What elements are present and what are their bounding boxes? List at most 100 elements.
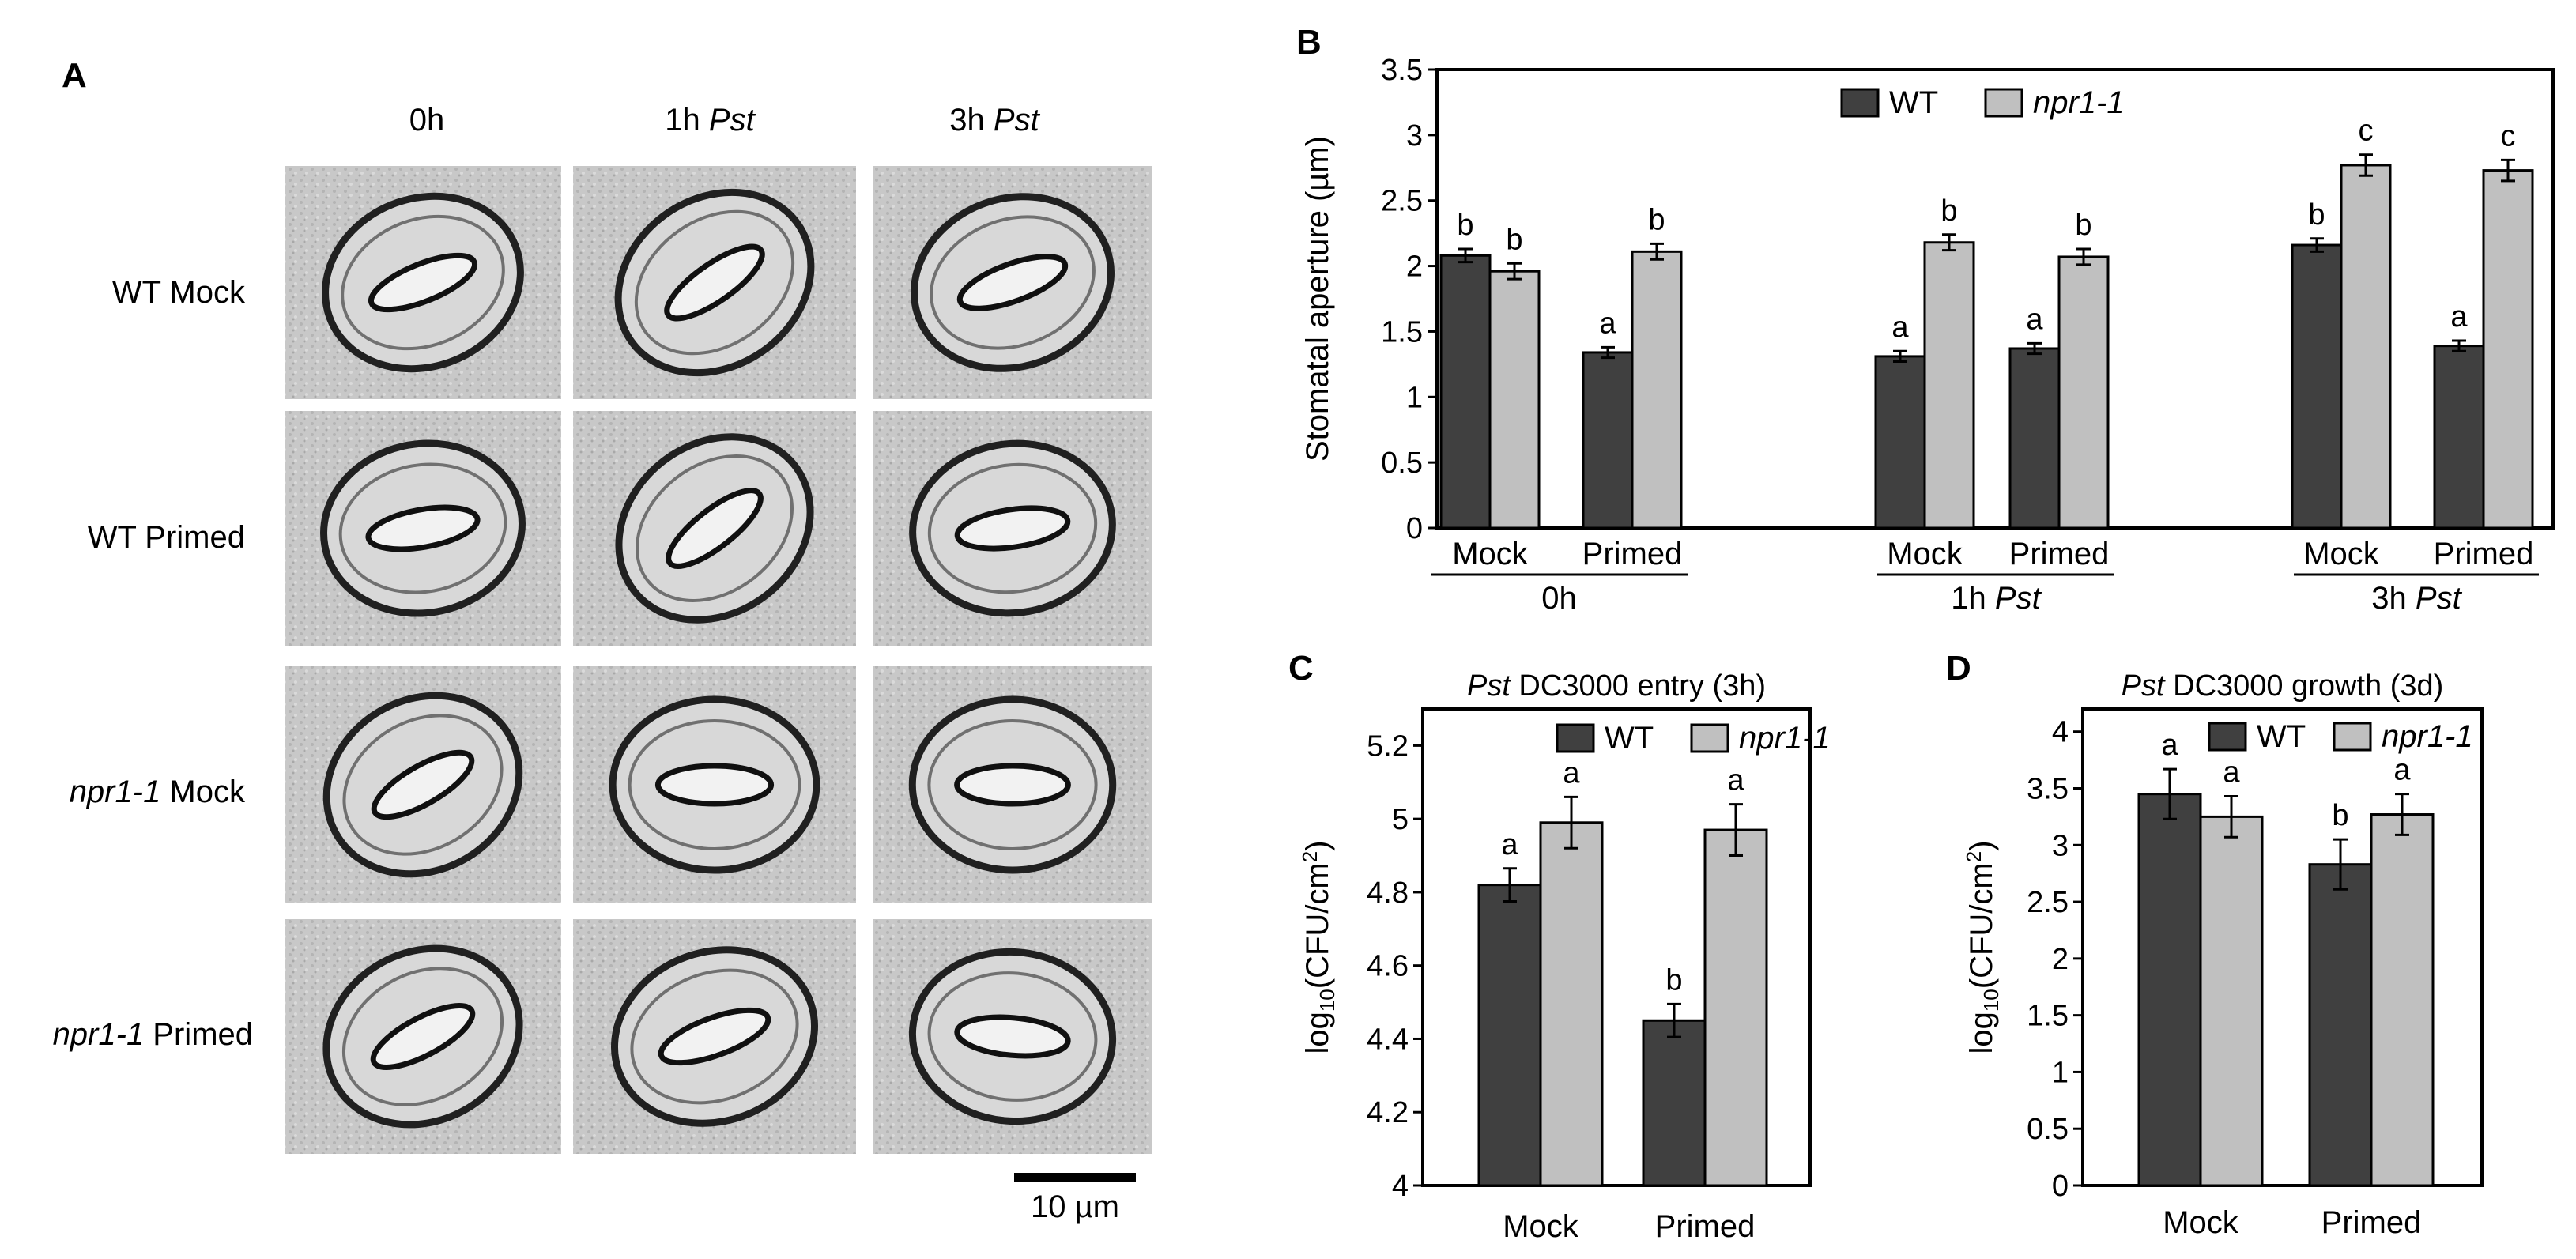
column-header-1h: 1h Pst bbox=[665, 103, 756, 138]
group-label: 0h bbox=[1541, 581, 1577, 616]
significance-letter: a bbox=[2223, 756, 2240, 790]
significance-letter: b bbox=[1665, 963, 1682, 997]
group-label: 1h Pst bbox=[1951, 581, 2042, 616]
panel-label-c: C bbox=[1288, 649, 1314, 688]
y-tick-label: 2.5 bbox=[1381, 185, 1423, 218]
micrograph bbox=[573, 666, 856, 903]
y-tick-label: 3 bbox=[1406, 119, 1423, 153]
significance-letter: c bbox=[2359, 115, 2374, 148]
y-tick-label: 4 bbox=[1392, 1170, 1409, 1203]
x-category-label: Mock bbox=[2163, 1205, 2239, 1240]
y-tick-label: 4.2 bbox=[1367, 1096, 1409, 1129]
x-category-label: Primed bbox=[2434, 537, 2534, 571]
x-category-label: Primed bbox=[2321, 1205, 2422, 1240]
y-tick-label: 3.5 bbox=[2027, 773, 2069, 806]
significance-letter: b bbox=[2075, 209, 2091, 242]
micrograph bbox=[573, 166, 856, 399]
significance-letter: b bbox=[1940, 194, 1957, 228]
x-category-label: Mock bbox=[2303, 537, 2380, 571]
significance-letter: a bbox=[2161, 729, 2178, 762]
legend-swatch-wt bbox=[2208, 722, 2247, 752]
y-tick-label: 4.6 bbox=[1367, 950, 1409, 983]
y-tick-label: 2 bbox=[1406, 251, 1423, 284]
significance-letter: b bbox=[1648, 203, 1665, 236]
micrograph bbox=[285, 919, 561, 1154]
row-label-wt-mock: WT Mock bbox=[112, 275, 246, 310]
chart-title: Pst DC3000 entry (3h) bbox=[1467, 669, 1766, 703]
significance-letter: b bbox=[1506, 223, 1522, 256]
legend-label-wt: WT bbox=[1889, 85, 1938, 120]
y-axis-label: log10(CFU/cm2) bbox=[1298, 840, 1339, 1054]
legend-label-wt: WT bbox=[2257, 719, 2306, 754]
significance-letter: a bbox=[1501, 828, 1518, 861]
legend-label-npr1: npr1-1 bbox=[2382, 719, 2473, 754]
micrograph bbox=[285, 166, 561, 399]
y-tick-label: 0.5 bbox=[2027, 1113, 2069, 1146]
y-axis-label: log10(CFU/cm2) bbox=[1962, 840, 2003, 1054]
bar bbox=[1488, 270, 1541, 530]
micrograph bbox=[873, 166, 1152, 399]
y-tick-label: 4 bbox=[2052, 716, 2069, 749]
bar bbox=[1703, 828, 1768, 1187]
significance-letter: a bbox=[1891, 311, 1909, 344]
bar bbox=[2199, 815, 2264, 1187]
micrograph bbox=[573, 411, 856, 646]
bar bbox=[1642, 1019, 1707, 1187]
x-category-label: Primed bbox=[1582, 537, 1683, 571]
micrograph bbox=[285, 666, 561, 903]
significance-letter: b bbox=[2308, 198, 2325, 232]
y-tick-label: 3 bbox=[2052, 829, 2069, 862]
plot-frame bbox=[1421, 707, 1812, 1187]
bar bbox=[2482, 169, 2534, 530]
x-category-label: Primed bbox=[1655, 1209, 1756, 1244]
significance-letter: a bbox=[1727, 764, 1744, 797]
bar bbox=[2057, 255, 2110, 530]
legend-label-npr1: npr1-1 bbox=[2033, 85, 2125, 120]
bar bbox=[1631, 250, 1683, 530]
x-category-label: Mock bbox=[1452, 537, 1529, 571]
y-tick-label: 1.5 bbox=[1381, 315, 1423, 349]
micrograph-grid bbox=[285, 166, 1152, 1154]
micrograph bbox=[873, 919, 1152, 1154]
panel-a: A 0h 1h Pst 3h Pst WT Mock WT Primed npr… bbox=[53, 56, 1152, 1224]
x-category-label: Mock bbox=[1887, 537, 1963, 571]
y-tick-label: 3.5 bbox=[1381, 54, 1423, 87]
group-label: 3h Pst bbox=[2371, 581, 2462, 616]
panel-c: C 4 4.2 4.4 4.6 4.8 5 5.2 log10(CFU/cm2) a a Mock b… bbox=[1288, 649, 1831, 1244]
bar bbox=[1477, 884, 1542, 1187]
x-category-label: Mock bbox=[1503, 1209, 1579, 1244]
legend-swatch-npr1 bbox=[1984, 88, 2023, 118]
chart-title: Pst DC3000 growth (3d) bbox=[2122, 669, 2444, 703]
bar bbox=[2370, 813, 2435, 1187]
legend-label-wt: WT bbox=[1605, 721, 1654, 756]
y-tick-label: 2 bbox=[2052, 943, 2069, 976]
significance-letter: b bbox=[1457, 209, 1473, 242]
micrograph bbox=[873, 666, 1152, 903]
significance-letter: a bbox=[2026, 303, 2043, 336]
bar bbox=[2291, 243, 2343, 530]
legend-swatch-npr1 bbox=[1690, 723, 1729, 753]
panel-b: B 0 0.5 1 1.5 2 2.5 3 3.5 Stomatal aperture (µm)… bbox=[1296, 23, 2555, 616]
row-label-wt-primed: WT Primed bbox=[88, 520, 245, 555]
panel-label-d: D bbox=[1946, 649, 1971, 688]
y-tick-label: 5 bbox=[1392, 803, 1409, 836]
significance-letter: a bbox=[2393, 754, 2411, 787]
bar bbox=[1582, 351, 1634, 530]
column-header-0h: 0h bbox=[409, 103, 445, 138]
bar bbox=[2308, 863, 2373, 1187]
significance-letter: a bbox=[1599, 307, 1616, 340]
row-label-npr1-primed: npr1-1 Primed bbox=[53, 1017, 253, 1052]
bar bbox=[2137, 793, 2202, 1187]
micrograph bbox=[873, 411, 1152, 646]
bar bbox=[2008, 347, 2061, 530]
panel-d: D 0 0.5 1 1.5 2 2.5 3 3.5 4 log10(CFU/cm2) a a Mock b… bbox=[1946, 649, 2484, 1240]
legend-swatch-wt bbox=[1556, 723, 1595, 753]
y-tick-label: 4.4 bbox=[1367, 1023, 1409, 1056]
legend-label-npr1: npr1-1 bbox=[1739, 721, 1831, 756]
y-tick-label: 1 bbox=[1406, 381, 1423, 414]
bar bbox=[1539, 821, 1604, 1187]
significance-letter: c bbox=[2501, 119, 2516, 153]
y-tick-label: 1 bbox=[2052, 1056, 2069, 1089]
